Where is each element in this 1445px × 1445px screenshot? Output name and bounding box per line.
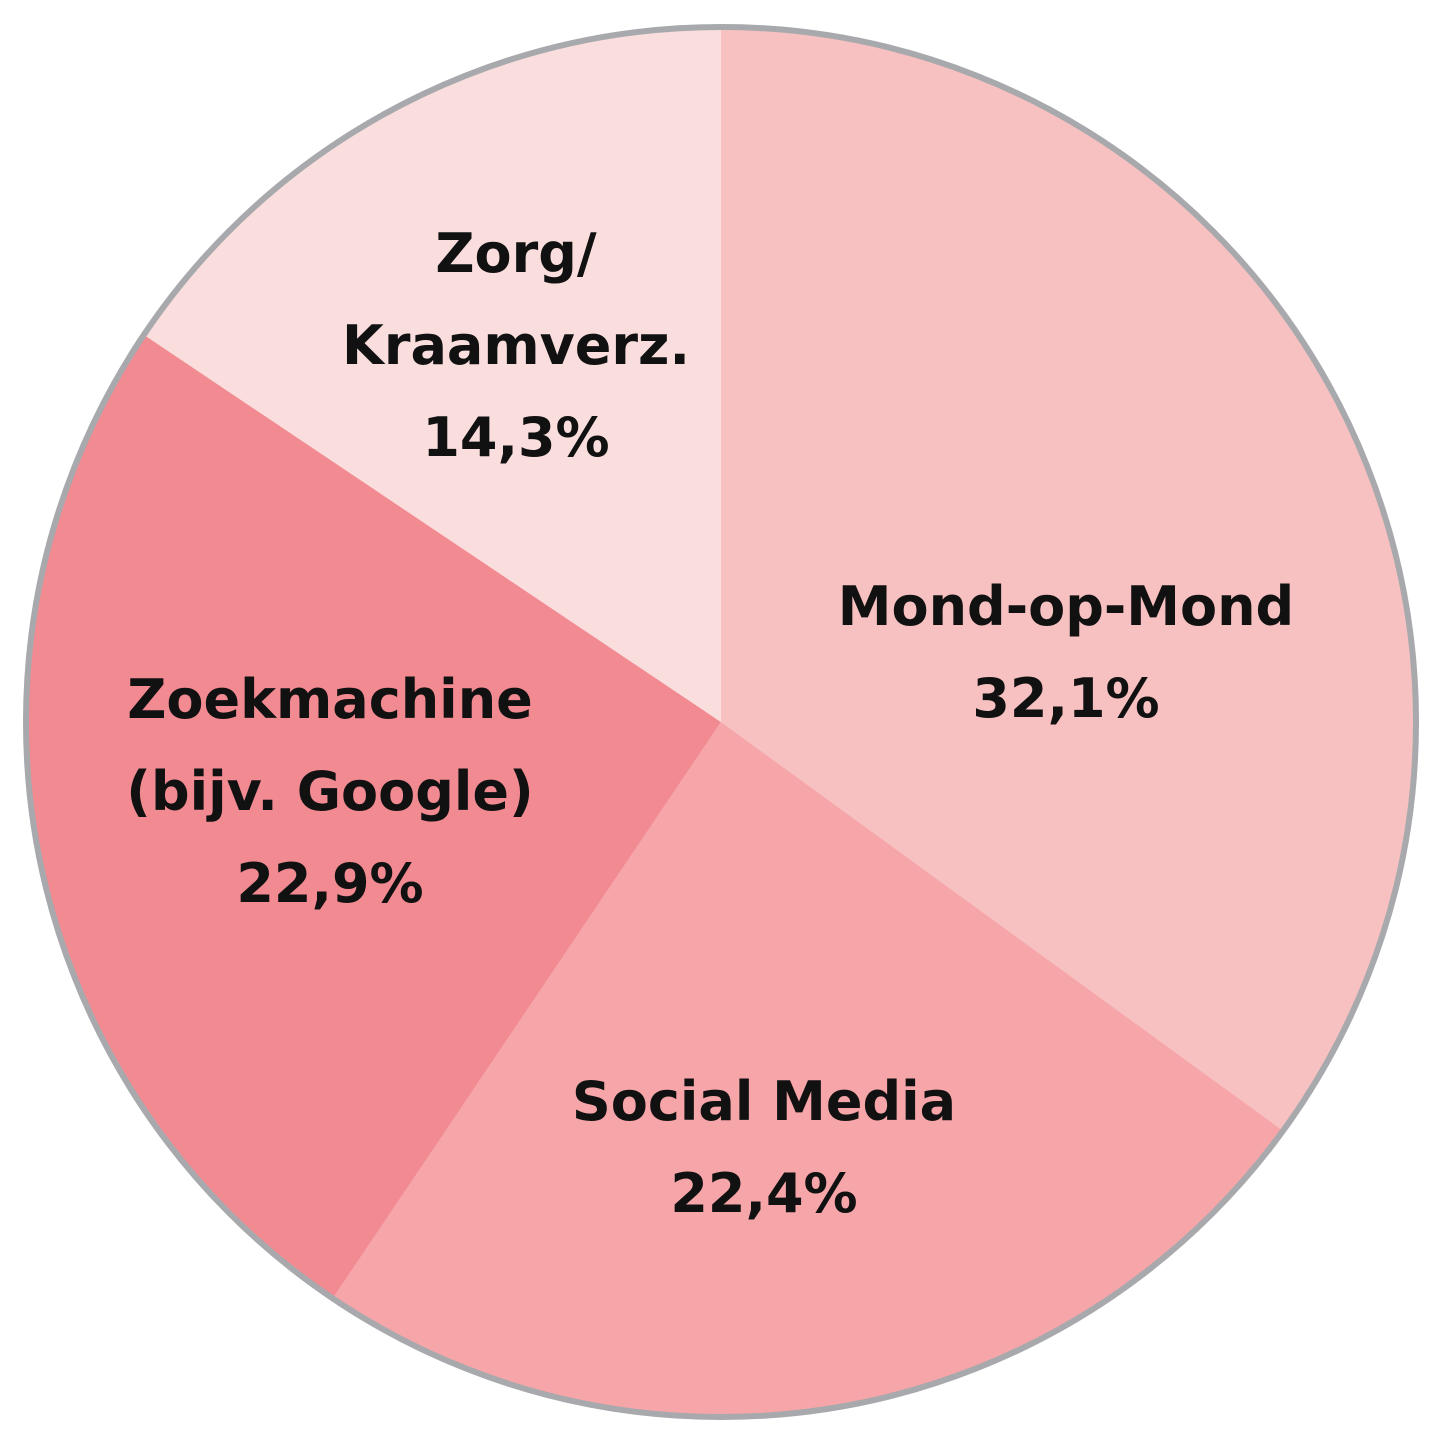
slice-label: Social Media [572, 1070, 956, 1133]
slice-value-label: 22,4% [670, 1162, 857, 1225]
slice-label: Mond-op-Mond [838, 575, 1294, 638]
slice-value-label: 14,3% [422, 406, 609, 469]
slice-label: Kraamverz. [342, 314, 690, 377]
pie-slice [721, 27, 1416, 1131]
pie-slice [143, 27, 721, 722]
pie-border [23, 24, 1419, 1420]
slice-label: Zoekmachine [127, 668, 533, 731]
pie-slice [25, 334, 721, 1299]
slice-value-label: 22,9% [236, 852, 423, 915]
slice-label: (bijv. Google) [126, 760, 533, 823]
slice-label: Zorg/ [435, 222, 597, 285]
slice-value-label: 32,1% [972, 667, 1159, 730]
pie-slice [332, 722, 1284, 1417]
